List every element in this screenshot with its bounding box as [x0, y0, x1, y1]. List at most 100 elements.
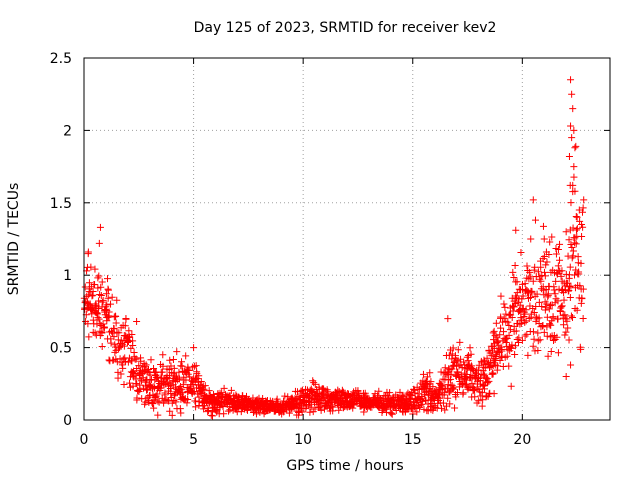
- data-point: [100, 323, 108, 331]
- data-point: [501, 303, 509, 311]
- data-point: [178, 358, 186, 366]
- data-point: [142, 361, 150, 369]
- data-point: [565, 152, 573, 160]
- data-point: [460, 358, 468, 366]
- data-point: [452, 393, 460, 401]
- data-point: [526, 268, 534, 276]
- data-point: [567, 361, 575, 369]
- data-point: [310, 379, 318, 387]
- data-point: [540, 253, 548, 261]
- data-point: [120, 342, 128, 350]
- data-point: [513, 278, 521, 286]
- data-point: [175, 368, 183, 376]
- data-point: [578, 295, 586, 303]
- data-point: [175, 375, 183, 383]
- data-point: [484, 379, 492, 387]
- data-point: [466, 344, 474, 352]
- data-point: [416, 402, 424, 410]
- data-point: [570, 163, 578, 171]
- data-point: [535, 314, 543, 322]
- data-point: [566, 263, 574, 271]
- data-point: [129, 341, 137, 349]
- data-point: [404, 401, 412, 409]
- x-tick-label: 15: [404, 432, 422, 448]
- data-point: [413, 408, 421, 416]
- data-point: [449, 344, 457, 352]
- data-point: [539, 321, 547, 329]
- data-point: [529, 196, 537, 204]
- data-point: [572, 226, 580, 234]
- data-point: [104, 286, 112, 294]
- data-point: [553, 333, 561, 341]
- data-point: [320, 385, 328, 393]
- data-point: [557, 303, 565, 311]
- data-point: [177, 362, 185, 370]
- data-point: [547, 321, 555, 329]
- data-point: [569, 313, 577, 321]
- x-axis-label: GPS time / hours: [286, 458, 403, 474]
- data-point: [573, 213, 581, 221]
- data-point: [546, 238, 554, 246]
- y-axis-label: SRMTID / TECUs: [6, 183, 22, 296]
- data-point: [159, 351, 167, 359]
- data-point: [540, 328, 548, 336]
- data-point: [151, 393, 159, 401]
- data-point: [548, 233, 556, 241]
- data-point: [128, 357, 136, 365]
- data-point: [513, 335, 521, 343]
- x-tick-label: 5: [189, 432, 198, 448]
- data-point: [504, 318, 512, 326]
- data-point: [529, 277, 537, 285]
- data-point: [95, 315, 103, 323]
- data-point: [524, 351, 532, 359]
- axis-ticks: [83, 57, 610, 421]
- x-tick-label: 20: [513, 432, 531, 448]
- data-point: [451, 352, 459, 360]
- data-point: [154, 411, 162, 419]
- data-point: [500, 300, 508, 308]
- data-point: [97, 283, 105, 291]
- data-point: [512, 226, 520, 234]
- data-point: [335, 406, 343, 414]
- data-point: [567, 312, 575, 320]
- data-point: [138, 377, 146, 385]
- data-point: [429, 383, 437, 391]
- data-point: [183, 399, 191, 407]
- grid-layer: [84, 58, 610, 420]
- data-point: [106, 357, 114, 365]
- data-point: [162, 375, 170, 383]
- data-point: [578, 221, 586, 229]
- data-point: [437, 404, 445, 412]
- data-point: [570, 173, 578, 181]
- data-point: [510, 274, 518, 282]
- data-point: [311, 405, 319, 413]
- data-point: [530, 335, 538, 343]
- data-point: [199, 386, 207, 394]
- data-point: [579, 204, 587, 212]
- data-point: [455, 362, 463, 370]
- data-point: [476, 377, 484, 385]
- data-point: [568, 243, 576, 251]
- data-point: [320, 395, 328, 403]
- data-point: [154, 397, 162, 405]
- data-point: [511, 262, 519, 270]
- data-point: [547, 348, 555, 356]
- data-point: [534, 268, 542, 276]
- data-point: [564, 324, 572, 332]
- data-point: [178, 385, 186, 393]
- data-point: [179, 389, 187, 397]
- data-point: [426, 369, 434, 377]
- data-point: [486, 363, 494, 371]
- data-point: [184, 395, 192, 403]
- data-point: [561, 311, 569, 319]
- data-point: [193, 368, 201, 376]
- data-point: [496, 331, 504, 339]
- data-point: [456, 338, 464, 346]
- data-point: [126, 379, 134, 387]
- data-point: [571, 234, 579, 242]
- data-point: [102, 290, 110, 298]
- data-point: [531, 216, 539, 224]
- data-point: [478, 402, 486, 410]
- data-point: [110, 333, 118, 341]
- data-point: [551, 290, 559, 298]
